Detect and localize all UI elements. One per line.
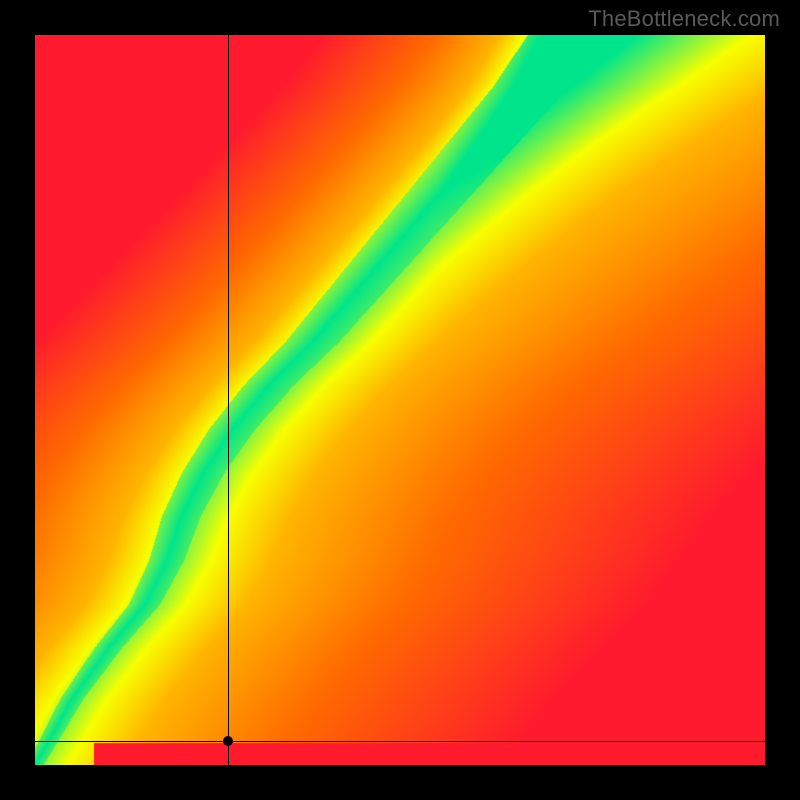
watermark-text: TheBottleneck.com: [588, 6, 780, 32]
crosshair-marker: [223, 736, 233, 746]
heatmap-canvas: [35, 35, 765, 765]
heatmap-plot: [35, 35, 765, 765]
crosshair-horizontal: [35, 741, 765, 742]
crosshair-vertical: [228, 35, 229, 765]
